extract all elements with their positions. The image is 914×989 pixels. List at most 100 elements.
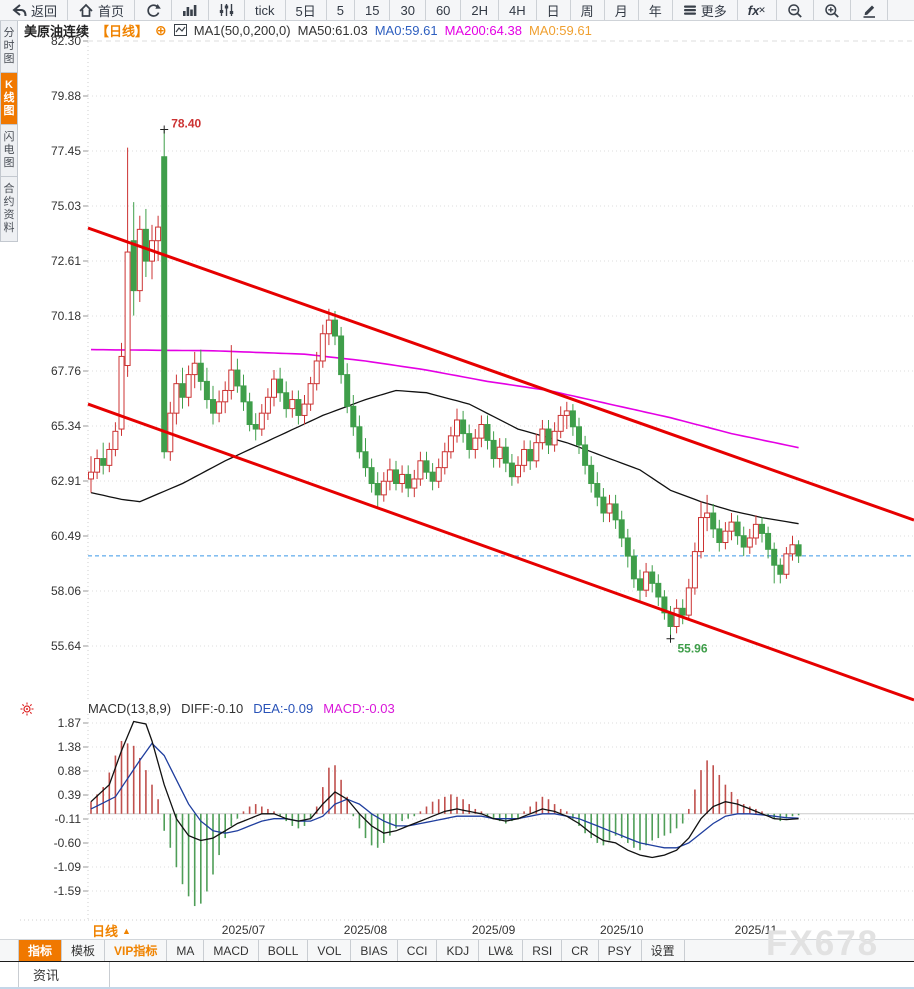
template-tab[interactable]: 模板 <box>62 940 106 961</box>
lw-button[interactable]: LW& <box>479 940 524 961</box>
indicator-toolbar: 指标 模板 VIP指标 MA MACD BOLL VOL BIAS CCI KDJ LW& RSI CR… <box>0 939 914 961</box>
tab-time-chart[interactable]: 分时图 <box>0 21 18 73</box>
ma0-blue-value: MA0:59.61 <box>374 22 438 38</box>
x-axis-label: 2025/11 <box>735 923 778 937</box>
ma50-value: MA50:61.03 <box>297 22 368 38</box>
toolbar-zoom-in-button[interactable] <box>814 0 851 20</box>
price-annotations: 78.40 55.96 <box>160 117 708 656</box>
toolbar-period-day-button[interactable]: 日 <box>537 0 571 20</box>
macd-header: MACD(13,8,9) DIFF:-0.10 DEA:-0.09 MACD:-… <box>88 701 395 716</box>
toolbar-label: 4H <box>509 2 526 18</box>
macd-y-axis-label: -1.59 <box>54 884 82 898</box>
fx-icon: fx ✕ <box>747 2 766 18</box>
toolbar-period-4h-button[interactable]: 4H <box>499 0 537 20</box>
macd-y-axis-label: 1.38 <box>58 740 82 754</box>
kdj-button[interactable]: KDJ <box>437 940 480 961</box>
indicator-settings-icon[interactable] <box>20 702 34 716</box>
timeframe-selector[interactable]: 日线 ▲ <box>92 921 131 940</box>
indicator-items: 指标 模板 VIP指标 MA MACD BOLL VOL BIAS CCI KDJ LW& RSI CR… <box>18 940 685 961</box>
macd-histogram <box>90 740 800 907</box>
toolbar-period-60m-button[interactable]: 60 <box>426 0 462 20</box>
x-axis-label: 2025/08 <box>344 923 388 937</box>
toolbar-period-year-button[interactable]: 年 <box>639 0 673 20</box>
toolbar-label: 月 <box>614 3 628 19</box>
bar-chart-icon <box>182 3 198 17</box>
y-axis-label: 67.76 <box>51 364 81 378</box>
toolbar-label: 周 <box>580 3 594 19</box>
toolbar-label: 30 <box>400 2 415 18</box>
toolbar-label: 更多 <box>700 3 727 19</box>
toolbar-home-button[interactable]: 首页 <box>68 0 136 20</box>
macd-y-axis-label: -0.60 <box>54 836 82 850</box>
chart-title-row: 美原油连续 【日线】 ⊕ MA1(50,0,200,0) MA50:61.03 … <box>24 22 592 39</box>
compare-add-icon[interactable]: ⊕ <box>155 22 167 38</box>
tab-contract-info[interactable]: 合约资料 <box>0 177 18 242</box>
y-axis-label: 62.91 <box>51 474 81 488</box>
toolbar-label: 5日 <box>295 3 316 19</box>
toolbar-label: 年 <box>648 3 662 19</box>
macd-grid: 1.87 1.38 0.88 0.39 -0.11 -0.60 -1.09 -1.59 <box>20 714 914 921</box>
chevron-up-icon: ▲ <box>122 925 131 936</box>
back-icon <box>10 3 27 18</box>
ma200-line <box>90 348 799 449</box>
y-axis-label: 77.45 <box>51 144 81 158</box>
boll-button[interactable]: BOLL <box>259 940 309 961</box>
diff-line <box>90 720 799 859</box>
zoom-out-icon <box>787 3 803 18</box>
toolbar-period-week-button[interactable]: 周 <box>571 0 605 20</box>
cr-button[interactable]: CR <box>562 940 599 961</box>
toolbar-label: tick <box>255 2 275 18</box>
news-tab[interactable]: 资讯 <box>18 962 110 987</box>
toolbar-period-5m-button[interactable]: 5 <box>327 0 355 20</box>
toolbar-label: 60 <box>435 2 451 18</box>
settings-button[interactable]: 设置 <box>642 940 685 961</box>
toolbar-back-button[interactable]: 返回 <box>0 0 69 20</box>
toolbar-period-5d-button[interactable]: 5日 <box>286 0 327 20</box>
indicator-tab[interactable]: 指标 <box>18 940 63 961</box>
toolbar-zoom-out-button[interactable] <box>777 0 814 20</box>
x-axis-labels: 2025/07 2025/08 2025/09 2025/10 2025/11 <box>222 923 778 937</box>
psy-button[interactable]: PSY <box>599 940 642 961</box>
timeframe-label: 日线 <box>92 924 119 939</box>
section-divider <box>0 961 914 962</box>
mini-chart-icon <box>173 24 187 36</box>
sliders-icon <box>219 3 234 17</box>
ma-button[interactable]: MA <box>167 940 205 961</box>
candles-layer <box>88 129 802 639</box>
macd-y-axis-label: -1.09 <box>54 860 82 874</box>
toolbar-more-button[interactable]: 更多 <box>673 0 738 20</box>
toolbar-period-tick-button[interactable]: tick <box>245 0 286 20</box>
toolbar-period-month-button[interactable]: 月 <box>605 0 639 20</box>
x-axis-label: 2025/09 <box>472 923 516 937</box>
tab-lightning-chart[interactable]: 闪电图 <box>0 125 18 177</box>
macd-name-label: MACD(13,8,9) <box>88 701 172 716</box>
toolbar-indicator-fx-button[interactable]: fx ✕ <box>738 0 777 20</box>
cci-button[interactable]: CCI <box>398 940 438 961</box>
toolbar-refresh-button[interactable] <box>135 0 173 20</box>
trend-channel <box>87 226 914 702</box>
vip-indicator-tab[interactable]: VIP指标 <box>105 940 168 961</box>
toolbar-period-15m-button[interactable]: 15 <box>355 0 391 20</box>
home-icon <box>78 3 94 18</box>
y-axis-label: 60.49 <box>51 529 81 543</box>
macd-y-axis-label: -0.11 <box>55 812 82 826</box>
toolbar-period-2h-button[interactable]: 2H <box>461 0 500 20</box>
top-toolbar: 返回 首页 tick 5日 5 15 30 60 2H 4H 日 周 月 年 更多 fx ✕ <box>0 0 914 21</box>
toolbar-period-30m-button[interactable]: 30 <box>390 0 426 20</box>
toolbar-draw-button[interactable] <box>851 0 888 20</box>
rsi-button[interactable]: RSI <box>523 940 563 961</box>
toolbar-label: 日 <box>546 3 560 19</box>
y-axis-label: 79.88 <box>51 89 81 103</box>
toolbar-label: 返回 <box>31 3 58 19</box>
toolbar-bar-chart-view-button[interactable] <box>172 0 210 20</box>
toolbar-label: 5 <box>336 2 344 18</box>
toolbar-kline-view-button[interactable] <box>209 0 246 20</box>
macd-button[interactable]: MACD <box>204 940 259 961</box>
x-axis-label: 2025/10 <box>600 923 644 937</box>
refresh-icon <box>145 3 161 18</box>
ma200-value: MA200:64.38 <box>444 22 522 38</box>
vol-button[interactable]: VOL <box>308 940 352 961</box>
bias-button[interactable]: BIAS <box>351 940 398 961</box>
